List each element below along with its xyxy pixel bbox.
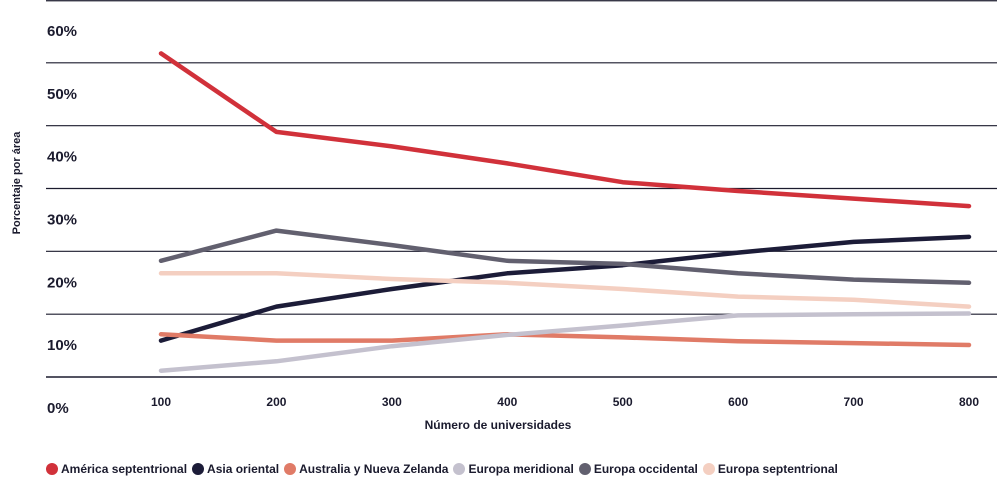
legend-item: Asia oriental [192,462,279,476]
legend-swatch [702,463,715,475]
legend-item: Australia y Nueva Zelanda [284,462,448,476]
legend-swatch [578,463,591,475]
legend-item: Europa occidental [578,462,698,476]
y-tick-label: 60% [47,23,77,40]
y-tick-label: 30% [47,212,77,229]
x-tick-label: 500 [613,395,633,409]
x-tick-label: 300 [382,395,402,409]
y-tick-label: 10% [47,337,77,354]
legend-label: Europa septentrional [717,462,838,476]
y-axis-title: Porcentaje por área [11,131,23,235]
x-tick-label: 100 [151,395,171,409]
y-tick-label: 20% [47,274,77,291]
series-line [158,234,972,343]
legend-label: Australia y Nueva Zelanda [299,462,449,476]
legend-swatch [46,463,58,475]
series-line [158,311,972,373]
x-tick-label: 800 [959,395,979,409]
y-tick-label: 50% [47,86,77,103]
y-tick-label: 0% [47,400,69,417]
x-tick-label: 200 [266,395,286,409]
series-line [158,271,972,309]
legend-item: América septentrional [46,462,187,476]
legend: América septentrional Asia oriental Austra… [46,460,843,478]
series-line [158,332,972,348]
legend-label: Europa occidental [593,462,698,476]
legend-swatch [284,463,297,475]
y-tick-label: 40% [47,149,77,166]
x-axis-title: Número de universidades [424,418,572,432]
series-line [158,228,972,286]
legend-label: Europa meridional [468,462,574,476]
legend-swatch [453,463,466,475]
legend-label: Asia oriental [207,462,280,476]
legend-item: Europa septentrional [702,462,838,476]
legend-swatch [192,463,205,475]
series-line [158,51,972,209]
x-tick-label: 600 [728,395,748,409]
legend-label: América septentrional [61,462,188,476]
x-tick-label: 700 [844,395,864,409]
x-tick-label: 400 [497,395,517,409]
legend-item: Europa meridional [453,462,574,476]
